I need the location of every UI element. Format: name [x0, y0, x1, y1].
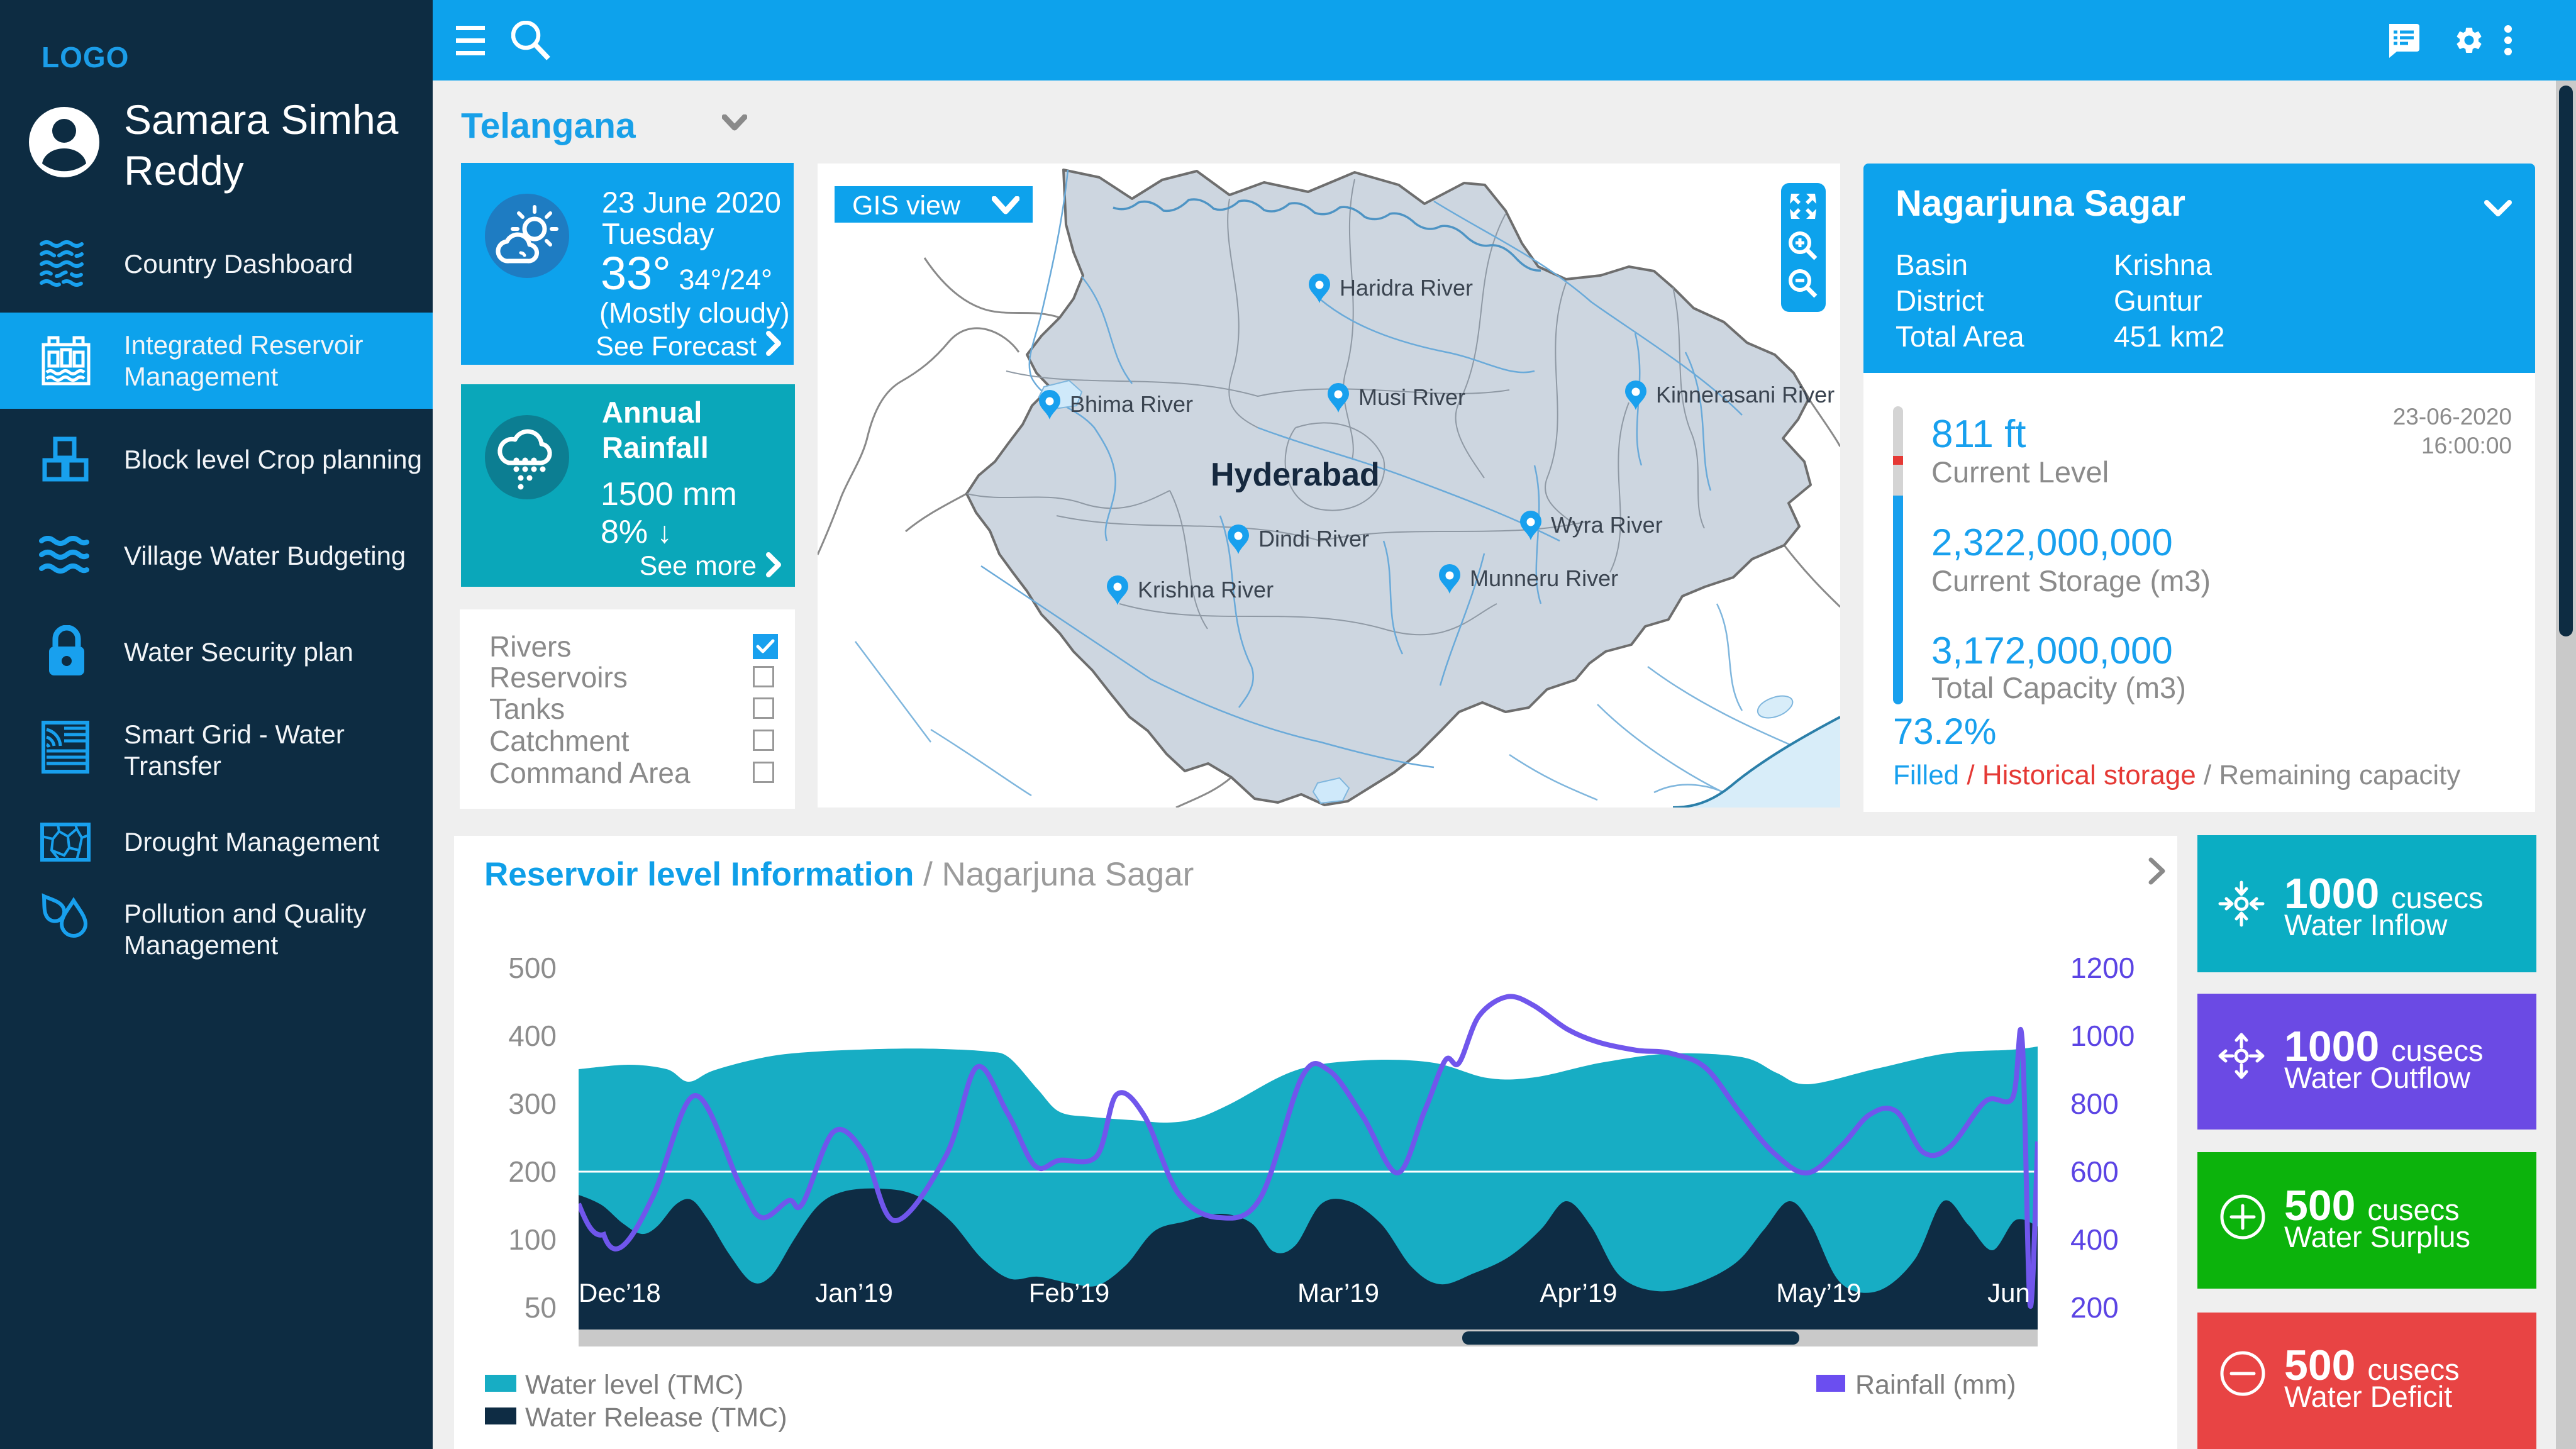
svg-text:Munneru River: Munneru River [1470, 565, 1618, 591]
svg-text:Dindi River: Dindi River [1258, 526, 1369, 552]
svg-text:Hyderabad: Hyderabad [1211, 457, 1380, 493]
svg-text:Musi River: Musi River [1358, 384, 1465, 410]
svg-text:Wyra River: Wyra River [1551, 512, 1663, 538]
svg-text:Bhima River: Bhima River [1070, 391, 1193, 417]
svg-text:Haridra River: Haridra River [1340, 275, 1473, 301]
svg-text:Krishna River: Krishna River [1138, 577, 1274, 602]
svg-text:Kinnerasani River: Kinnerasani River [1656, 382, 1835, 408]
